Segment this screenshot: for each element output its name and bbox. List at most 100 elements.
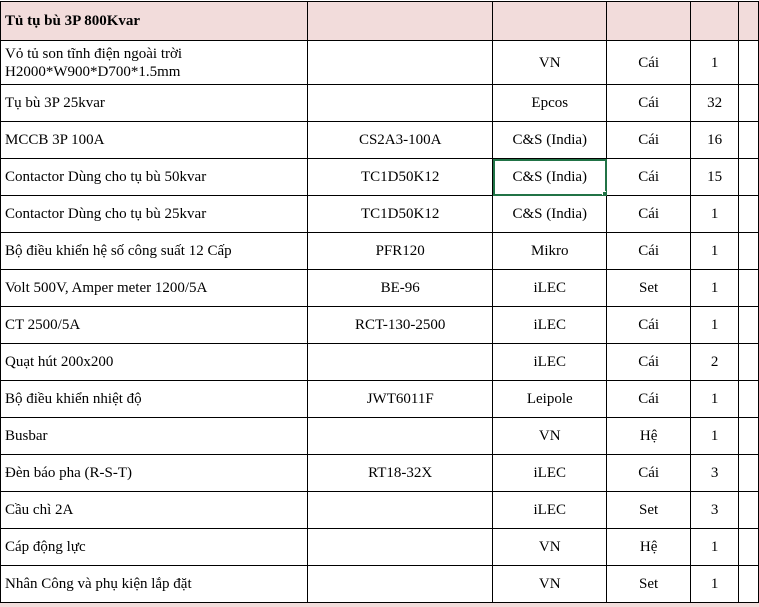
cell-unit[interactable]: Cái	[606, 158, 691, 196]
cell-description[interactable]: Tụ bù 3P 25kvar	[0, 84, 309, 122]
cell-origin[interactable]: iLEC	[492, 269, 608, 307]
cell-description[interactable]: Bộ điều khiển hệ số công suất 12 Cấp	[0, 232, 309, 270]
header-cell[interactable]	[606, 1, 691, 41]
cell-origin[interactable]: Epcos	[492, 84, 608, 122]
cell-unit[interactable]: Cái	[606, 380, 691, 418]
cell-description[interactable]: Vỏ tủ son tĩnh điện ngoài trời H2000*W90…	[0, 40, 309, 85]
cell-qty[interactable]: 1	[689, 528, 740, 566]
cell-empty[interactable]	[738, 40, 759, 85]
cell-empty[interactable]	[738, 380, 759, 418]
cell-qty[interactable]: 16	[689, 121, 740, 159]
cell-description[interactable]: Bộ điều khiển nhiệt độ	[0, 380, 309, 418]
cell-model[interactable]	[307, 565, 494, 603]
header-cell[interactable]	[738, 1, 759, 41]
cell-empty[interactable]	[738, 343, 759, 381]
cell-unit[interactable]: Hệ	[606, 528, 691, 566]
cell-model[interactable]: RT18-32X	[307, 454, 494, 492]
cell-description[interactable]: Cầu chì 2A	[0, 491, 309, 529]
table-row: Bộ điều khiển nhiệt độ JWT6011F Leipole Cái…	[0, 380, 759, 418]
cell-qty[interactable]: 32	[689, 84, 740, 122]
cell-model[interactable]: PFR120	[307, 232, 494, 270]
cell-qty[interactable]: 1	[689, 269, 740, 307]
cell-unit[interactable]: Set	[606, 269, 691, 307]
cell-model[interactable]	[307, 417, 494, 455]
cell-description[interactable]: Cáp động lực	[0, 528, 309, 566]
cell-unit[interactable]: Set	[606, 491, 691, 529]
cell-empty[interactable]	[738, 232, 759, 270]
header-cell[interactable]	[492, 1, 608, 41]
cell-origin[interactable]: VN	[492, 417, 608, 455]
cell-description[interactable]: Contactor Dùng cho tụ bù 50kvar	[0, 158, 309, 196]
cell-model[interactable]	[307, 40, 494, 85]
cell-empty[interactable]	[738, 121, 759, 159]
cell-origin[interactable]: C&S (India)	[492, 121, 608, 159]
cell-empty[interactable]	[738, 528, 759, 566]
cell-unit[interactable]: Cái	[606, 306, 691, 344]
cell-model[interactable]: CS2A3-100A	[307, 121, 494, 159]
cell-origin[interactable]: iLEC	[492, 306, 608, 344]
cell-empty[interactable]	[738, 491, 759, 529]
cell-model[interactable]: TC1D50K12	[307, 195, 494, 233]
cell-unit[interactable]: Set	[606, 565, 691, 603]
cell-description[interactable]: Đèn báo pha (R-S-T)	[0, 454, 309, 492]
cell-empty[interactable]	[738, 417, 759, 455]
cell-origin[interactable]: iLEC	[492, 454, 608, 492]
cell-qty[interactable]: 1	[689, 565, 740, 603]
cell-model[interactable]: RCT-130-2500	[307, 306, 494, 344]
cell-description[interactable]: MCCB 3P 100A	[0, 121, 309, 159]
cell-unit[interactable]: Cái	[606, 84, 691, 122]
cell-empty[interactable]	[738, 195, 759, 233]
section-title-cell[interactable]: Tủ tụ bù 3P 800Kvar	[0, 1, 309, 41]
cell-model[interactable]	[307, 343, 494, 381]
cell-qty[interactable]: 1	[689, 380, 740, 418]
cell-unit[interactable]: Cái	[606, 343, 691, 381]
cell-model[interactable]: TC1D50K12	[307, 158, 494, 196]
cell-empty[interactable]	[738, 306, 759, 344]
cell-origin[interactable]: VN	[492, 40, 608, 85]
cell-model[interactable]: JWT6011F	[307, 380, 494, 418]
cell-empty[interactable]	[738, 84, 759, 122]
table-row: Đèn báo pha (R-S-T) RT18-32X iLEC Cái 3	[0, 454, 759, 492]
table-row: Cáp động lực VN Hệ 1	[0, 528, 759, 566]
fill-handle[interactable]	[602, 191, 606, 195]
cell-qty[interactable]: 1	[689, 195, 740, 233]
header-cell[interactable]	[689, 1, 740, 41]
cell-empty[interactable]	[738, 565, 759, 603]
cell-origin[interactable]: Leipole	[492, 380, 608, 418]
cell-qty[interactable]: 3	[689, 491, 740, 529]
cell-unit[interactable]: Cái	[606, 232, 691, 270]
cell-qty[interactable]: 1	[689, 40, 740, 85]
cell-unit[interactable]: Hệ	[606, 417, 691, 455]
cell-origin[interactable]: Mikro	[492, 232, 608, 270]
cell-origin[interactable]: iLEC	[492, 343, 608, 381]
cell-origin[interactable]: VN	[492, 565, 608, 603]
cell-unit[interactable]: Cái	[606, 40, 691, 85]
cell-origin[interactable]: C&S (India)	[492, 195, 608, 233]
cell-description[interactable]: Nhân Công và phụ kiện lắp đặt	[0, 565, 309, 603]
cell-qty[interactable]: 1	[689, 417, 740, 455]
cell-description[interactable]: CT 2500/5A	[0, 306, 309, 344]
cell-empty[interactable]	[738, 158, 759, 196]
cell-qty[interactable]: 1	[689, 232, 740, 270]
cell-unit[interactable]: Cái	[606, 121, 691, 159]
cell-qty[interactable]: 1	[689, 306, 740, 344]
cell-model[interactable]	[307, 84, 494, 122]
cell-origin[interactable]: C&S (India)	[492, 158, 608, 196]
cell-empty[interactable]	[738, 269, 759, 307]
cell-description[interactable]: Volt 500V, Amper meter 1200/5A	[0, 269, 309, 307]
cell-model[interactable]: BE-96	[307, 269, 494, 307]
cell-model[interactable]	[307, 491, 494, 529]
cell-origin[interactable]: iLEC	[492, 491, 608, 529]
header-cell[interactable]	[307, 1, 494, 41]
cell-qty[interactable]: 15	[689, 158, 740, 196]
cell-description[interactable]: Contactor Dùng cho tụ bù 25kvar	[0, 195, 309, 233]
cell-description[interactable]: Busbar	[0, 417, 309, 455]
cell-origin[interactable]: VN	[492, 528, 608, 566]
cell-model[interactable]	[307, 528, 494, 566]
cell-unit[interactable]: Cái	[606, 195, 691, 233]
cell-empty[interactable]	[738, 454, 759, 492]
cell-unit[interactable]: Cái	[606, 454, 691, 492]
cell-qty[interactable]: 3	[689, 454, 740, 492]
cell-qty[interactable]: 2	[689, 343, 740, 381]
cell-description[interactable]: Quạt hút 200x200	[0, 343, 309, 381]
